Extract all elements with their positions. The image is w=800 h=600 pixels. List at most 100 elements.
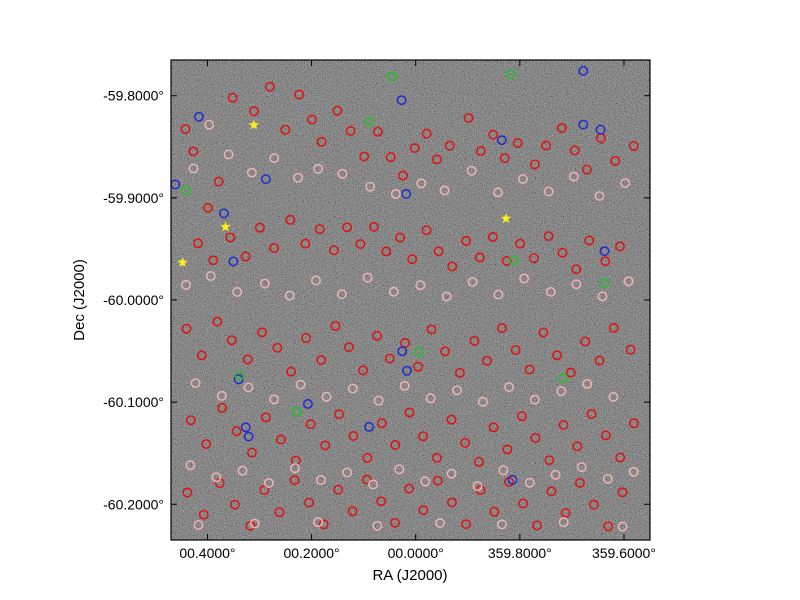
source-circle-marker [413, 361, 423, 372]
source-circle-marker [318, 519, 329, 530]
source-circle-marker [226, 335, 237, 346]
source-circle-marker [259, 485, 270, 496]
source-circle-marker [291, 406, 302, 417]
source-circle-marker [320, 440, 331, 451]
source-circle-marker [269, 394, 280, 405]
source-circle-marker [269, 243, 280, 253]
source-circle-marker [402, 365, 412, 376]
source-circle-marker [524, 364, 535, 375]
source-circle-marker [316, 355, 327, 365]
source-circle-marker [560, 507, 571, 518]
source-circle-marker [556, 123, 567, 133]
source-circle-marker [599, 278, 610, 289]
source-circle-marker [594, 191, 605, 201]
source-circle-marker [232, 286, 243, 297]
source-circle-marker [272, 342, 283, 353]
source-circle-marker [249, 106, 259, 117]
source-circle-marker [472, 481, 483, 492]
source-circle-marker [610, 155, 621, 166]
source-circle-marker [599, 246, 610, 257]
source-circle-marker [507, 474, 518, 485]
source-circle-marker [376, 496, 387, 507]
source-circle-marker [198, 509, 209, 520]
source-circle-marker [584, 235, 595, 246]
source-circle-marker [181, 323, 192, 334]
source-circle-marker [557, 247, 568, 258]
source-circle-marker [358, 365, 368, 376]
source-circle-marker [454, 367, 465, 378]
source-circle-marker [487, 232, 498, 242]
source-circle-marker [246, 447, 257, 458]
source-circle-marker [608, 391, 619, 402]
y-tick-label: -60.2000° [103, 496, 164, 512]
source-circle-marker [615, 452, 626, 463]
source-circle-marker [576, 462, 587, 473]
y-axis: -59.8000° -59.9000° -60.0000° -60.1000° -60.… [103, 88, 650, 512]
source-circle-marker [218, 208, 229, 219]
source-circle-marker [541, 140, 552, 151]
source-circle-marker [518, 498, 528, 509]
source-circle-marker [257, 327, 267, 338]
source-circle-marker [306, 114, 317, 125]
source-circle-marker [373, 395, 384, 406]
source-circle-marker [418, 505, 429, 516]
source-circle-marker [474, 252, 485, 263]
source-circle-marker [208, 255, 219, 266]
source-circle-marker [505, 69, 516, 80]
source-circle-marker [345, 126, 356, 136]
source-circle-marker [461, 235, 472, 246]
source-circle-marker [384, 353, 395, 364]
source-circle-marker [315, 475, 326, 485]
source-circle-marker [223, 149, 234, 160]
yellow-star-marker [220, 221, 231, 232]
source-circle-marker [546, 486, 557, 497]
source-circle-marker [629, 418, 639, 429]
source-circle-marker [404, 483, 415, 494]
source-circle-marker [294, 89, 305, 100]
source-circle-marker [431, 154, 442, 165]
source-circle-marker [615, 241, 625, 252]
source-circle-marker [435, 518, 445, 528]
source-circle-marker [398, 170, 408, 181]
y-tick-label: -59.8000° [103, 88, 164, 104]
source-circle-marker [625, 344, 636, 355]
source-circle-marker [205, 271, 216, 282]
source-circle-marker [441, 291, 452, 302]
source-circle-marker [496, 135, 507, 146]
x-tick-label: 00.0000° [388, 545, 444, 561]
source-circle-marker [300, 238, 311, 249]
source-circle-marker [572, 441, 583, 452]
source-circle-marker [311, 275, 321, 286]
source-circle-marker [368, 479, 379, 490]
source-circle-marker [301, 333, 312, 344]
source-circle-marker [595, 124, 606, 135]
source-circle-marker [415, 280, 426, 291]
source-circle-marker [381, 246, 392, 257]
source-circle-marker [213, 176, 224, 187]
source-circle-marker [538, 327, 549, 338]
source-circle-marker [276, 434, 286, 445]
source-circle-marker [264, 81, 275, 92]
source-circle-marker [394, 464, 405, 475]
source-circle-marker [545, 286, 556, 297]
source-circle-marker [212, 316, 223, 327]
source-circle-marker [432, 452, 442, 463]
source-circle-marker [463, 113, 474, 123]
source-circle-marker [249, 518, 260, 529]
source-circle-marker [254, 222, 265, 233]
source-circle-marker [348, 430, 359, 441]
source-circle-marker [407, 254, 418, 265]
source-circle-marker [284, 290, 295, 301]
source-circle-marker [469, 336, 480, 346]
source-circle-marker [362, 453, 373, 463]
source-circle-marker [260, 174, 271, 185]
source-circle-marker [623, 276, 634, 287]
source-circle-marker [180, 124, 191, 134]
source-circle-marker [574, 477, 585, 488]
source-circle-marker [530, 433, 541, 443]
source-circle-marker [334, 409, 345, 420]
source-circle-marker [413, 346, 424, 357]
source-circle-marker [586, 409, 597, 419]
source-circle-marker [488, 129, 499, 140]
source-circle-marker [365, 181, 376, 192]
